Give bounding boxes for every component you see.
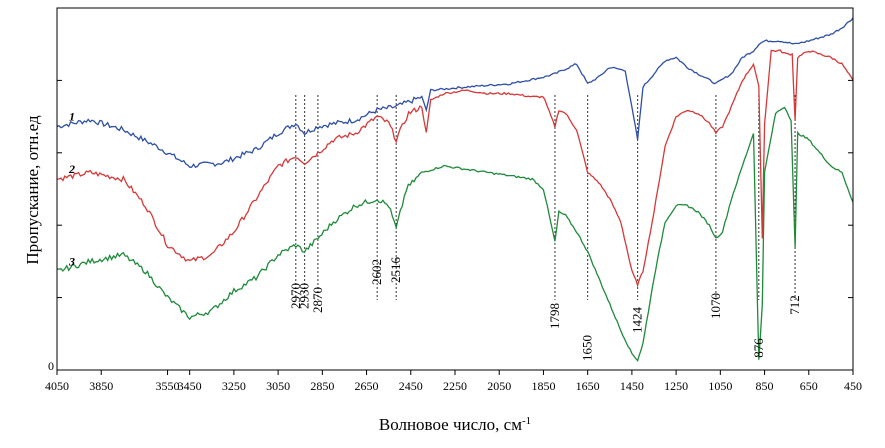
x-tick-label: 3450 — [178, 379, 202, 393]
x-tick-label: 2050 — [487, 379, 511, 393]
x-tick-label: 3850 — [89, 379, 113, 393]
series-lines — [56, 17, 854, 362]
peak-label-2970: 2970 — [288, 283, 303, 309]
x-axis-title-superscript: -1 — [522, 415, 531, 427]
peak-label-1798: 1798 — [547, 303, 562, 329]
x-tick-label: 1450 — [620, 379, 644, 393]
series-label-1: 1 — [69, 109, 75, 123]
x-tick-label: 4050 — [45, 379, 69, 393]
y-zero-label: 0 — [48, 359, 54, 373]
x-tick-label: 2650 — [355, 379, 379, 393]
peak-label-1070: 1070 — [708, 293, 723, 319]
peak-label-2870: 2870 — [310, 287, 325, 313]
peak-label-712: 712 — [787, 295, 802, 315]
x-tick-label: 3050 — [266, 379, 290, 393]
series-line-2 — [56, 49, 854, 288]
x-tick-label: 850 — [756, 379, 774, 393]
peak-label-2930: 2930 — [297, 283, 312, 309]
x-tick-label: 650 — [800, 379, 818, 393]
peak-label-2516: 2516 — [388, 257, 403, 284]
x-tick-label: 2450 — [399, 379, 423, 393]
x-tick-label: 450 — [844, 379, 862, 393]
x-tick-label: 2250 — [443, 379, 467, 393]
peak-label-1650: 1650 — [580, 335, 595, 361]
x-tick-label: 3250 — [222, 379, 246, 393]
series-label-2: 2 — [68, 162, 75, 176]
series-line-3 — [56, 106, 854, 362]
series-label-3: 3 — [68, 254, 75, 268]
x-tick-label: 1850 — [531, 379, 555, 393]
peak-label-876: 876 — [751, 338, 766, 358]
y-axis-title: Пропускание, отн.ед — [23, 115, 42, 265]
series-labels: 1 2 3 — [68, 109, 75, 268]
peak-label-1424: 1424 — [630, 307, 645, 334]
x-axis-title-text: Волновое число, см — [379, 415, 522, 434]
y-axis-ticks — [57, 7, 853, 371]
peak-label-2602: 2602 — [369, 259, 384, 285]
x-tick-label: 1250 — [664, 379, 688, 393]
x-tick-label: 2850 — [310, 379, 334, 393]
x-tick-label: 3550 — [156, 379, 180, 393]
x-tick-label: 1050 — [708, 379, 732, 393]
x-axis-title: Волновое число, см-1 — [379, 415, 531, 434]
x-tick-label: 1650 — [576, 379, 600, 393]
series-line-1 — [56, 17, 854, 169]
plot-frame — [56, 7, 854, 371]
